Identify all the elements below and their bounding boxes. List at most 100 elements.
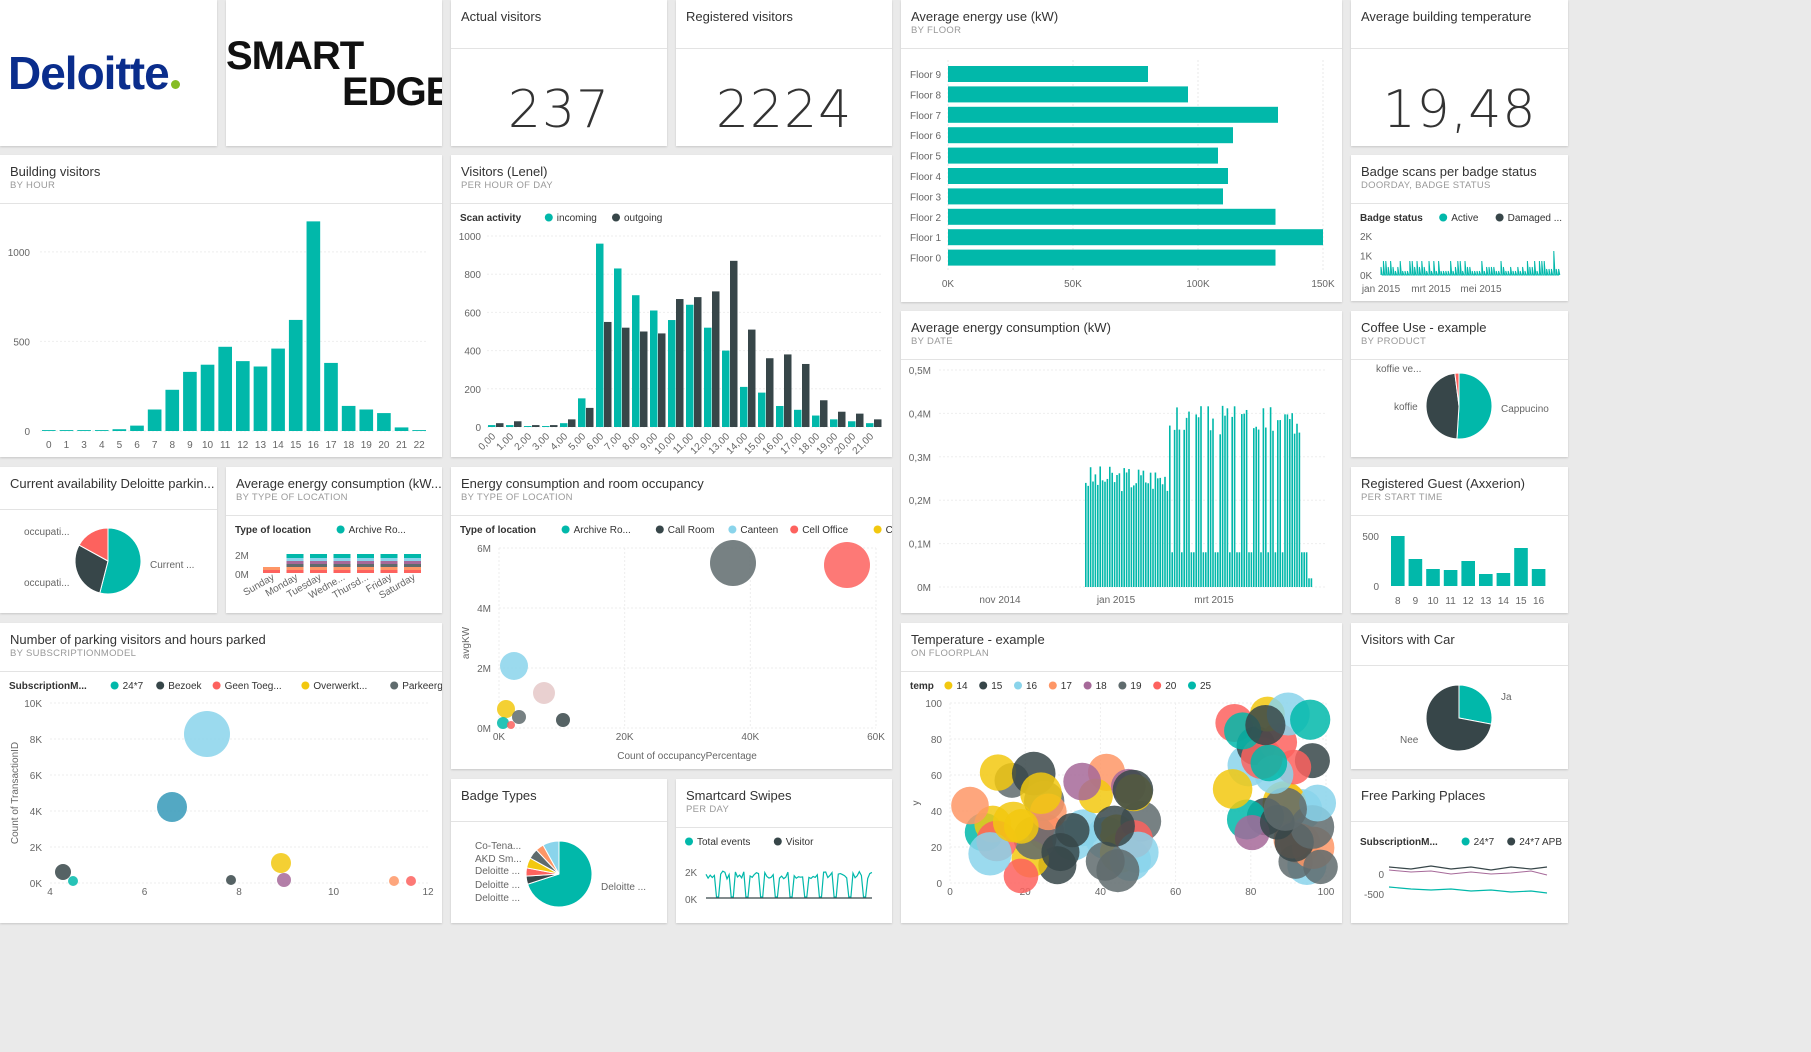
building-visitors-tile[interactable]: Building visitors BY HOUR 0 500 1000 0 1 3 4 5 6… [0,155,442,457]
bar [676,299,684,427]
x-tick-label: 0 [947,887,953,898]
bubble [1245,704,1286,746]
bar [632,295,640,427]
legend-title: Type of location [460,525,536,536]
bar [1514,548,1528,586]
x-tick-label: 21 [396,440,408,451]
tile-subtitle: BY SUBSCRIPTIONMODEL [10,648,137,659]
badge-types-tile[interactable]: Badge Types Deloitte ... Co-Tena... AKD Sm… [451,779,667,923]
tile-divider [451,821,667,822]
legend-label: 20 [1165,681,1177,692]
visitors-car-tile[interactable]: Visitors with Car Ja Nee [1351,623,1568,769]
pie-slice [74,544,109,594]
tile-divider [676,48,892,49]
bar [359,409,374,431]
avg-temperature-tile[interactable]: Average building temperature 19,48 [1351,0,1568,146]
y-tick-label: 2K [1360,232,1373,243]
bar [1305,552,1308,587]
tile-title: Free Parking Pplaces [1361,788,1486,803]
bar [668,320,676,427]
visitors-lenel-tile[interactable]: Visitors (Lenel) PER HOUR OF DAY Scan ac… [451,155,892,457]
tile-divider [1351,665,1568,666]
bar [77,430,91,431]
bar [1265,427,1267,587]
pie-label: Current ... [150,560,194,571]
x-tick-label: 20K [616,732,634,743]
bar [165,389,180,431]
legend-label: 24*7 [123,681,144,692]
bubble [389,876,399,886]
tile-divider [451,203,892,204]
bar [614,268,622,427]
x-tick-label: 16 [308,440,320,451]
bar [794,409,802,427]
legend-dot [655,525,664,534]
bar-segment [263,570,280,573]
legend-dot [336,525,345,534]
bar [1531,569,1546,586]
x-tick-label: 8,00 [621,431,643,453]
legend-label: Parkeerger... [402,681,442,692]
legend-dot [1014,681,1022,690]
legend-dot [156,681,165,690]
pie-slice [1458,684,1493,725]
tile-divider [451,515,892,516]
parking-availability-tile[interactable]: Current availability Deloitte parkin... … [0,467,217,613]
y-tick-label: 0 [475,423,481,434]
tile-divider [901,359,1342,360]
y-tick-label: 4M [477,604,491,615]
bar [1116,475,1118,587]
deloitte-logo-dot [170,80,180,89]
parking-visitors-tile[interactable]: Number of parking visitors and hours par… [0,623,442,923]
legend-label: Overwerkt... [313,681,367,692]
y-tick-label: Floor 1 [910,233,942,244]
x-tick-label: 16 [1533,596,1545,607]
energy-room-scatter: Type of location Archive Ro... Call Room Ca… [460,525,892,762]
bar [712,291,720,427]
bar-segment [380,554,398,558]
bar [1293,433,1296,587]
energy-type-tile[interactable]: Average energy consumption (kW... BY TYP… [226,467,442,613]
free-parking-tile[interactable]: Free Parking Pplaces SubscriptionM... 24*… [1351,779,1568,923]
bar [253,366,268,431]
temperature-tile[interactable]: Temperature - example ON FLOORPLAN temp 1… [901,623,1342,923]
badge-scans-tile[interactable]: Badge scans per badge status DOORDAY, BA… [1351,155,1568,301]
bubble [277,873,291,887]
energy-date-tile[interactable]: Average energy consumption (kW) BY DATE … [901,311,1342,613]
bubble [507,721,515,729]
badge-scans-chart: Badge status Active Damaged ... 0K 1K 2K jan 2… [1360,213,1562,295]
x-tick-label: 4,00 [549,431,571,453]
bar [1219,434,1221,587]
tile-title: Average building temperature [1361,9,1532,24]
bar [1291,413,1293,587]
bar [1303,552,1305,587]
y-tick-label: 0,3M [909,453,931,464]
x-tick-label: 13 [255,440,267,451]
legend-dot [1153,681,1162,690]
legend-label: Geen Toeg... [225,681,282,692]
bar [1272,430,1274,587]
actual-visitors-tile[interactable]: Actual visitors 237 [451,0,667,146]
registered-guest-tile[interactable]: Registered Guest (Axxerion) PER START TI… [1351,467,1568,613]
legend-dot [561,525,570,534]
bar [658,333,666,427]
bar [1253,428,1255,587]
x-tick-label: 14 [273,440,285,451]
pie-label: Nee [1400,735,1419,746]
energy-room-tile[interactable]: Energy consumption and room occupancy BY… [451,467,892,769]
bar [830,419,838,427]
bar-segment [333,564,351,567]
registered-visitors-tile[interactable]: Registered visitors 2224 [676,0,892,146]
bar-segment [380,564,398,567]
bar-segment [404,554,421,558]
pie-label: occupati... [24,527,70,538]
bar [488,425,496,427]
bar [532,425,540,427]
coffee-use-tile[interactable]: Coffee Use - example BY PRODUCT Cappucin… [1351,311,1568,457]
bar [1245,409,1248,587]
energy-floor-tile[interactable]: Average energy use (kW) BY FLOOR 0K 50K 10… [901,0,1342,302]
bar [1209,430,1212,587]
x-tick-label: 5 [117,440,123,451]
pie-label: Deloitte ... [475,893,520,904]
smartcard-swipes-tile[interactable]: Smartcard Swipes PER DAY Total events Vis… [676,779,892,923]
